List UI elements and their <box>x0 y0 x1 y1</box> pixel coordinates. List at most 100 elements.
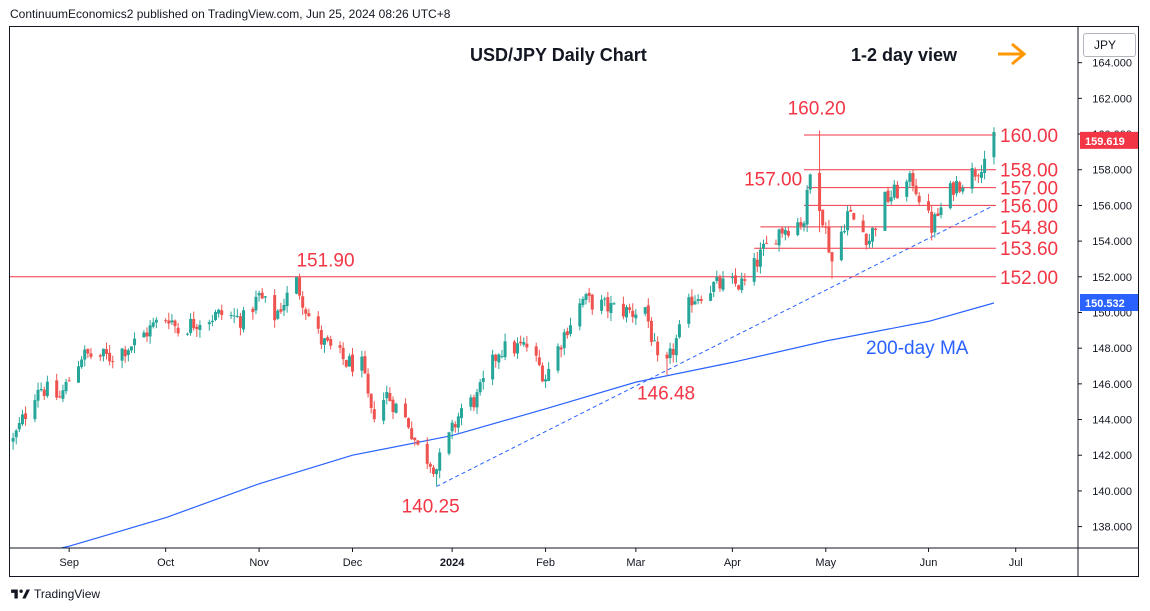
candle <box>777 228 781 252</box>
y-tick-label: 140.000 <box>1092 486 1132 498</box>
candle-body <box>562 332 566 349</box>
candle <box>540 362 544 383</box>
candle-body <box>89 353 93 357</box>
candle-body <box>802 223 806 227</box>
candle-body <box>743 279 747 281</box>
candle-body <box>151 322 155 327</box>
candle-body <box>329 339 333 346</box>
candle-body <box>824 226 828 228</box>
candle-body <box>936 213 940 217</box>
candle-body <box>883 191 887 231</box>
candle <box>33 394 37 423</box>
candle-body <box>39 389 43 391</box>
candle <box>369 393 373 414</box>
candle-body <box>185 333 189 335</box>
candle <box>503 333 507 361</box>
x-tick-label: Apr <box>724 557 741 569</box>
x-tick-label: 2024 <box>440 557 465 569</box>
candle-body <box>11 437 15 442</box>
candle-body <box>752 258 756 282</box>
candle <box>519 335 523 346</box>
candle <box>232 308 236 324</box>
candle-body <box>42 389 46 396</box>
candle-body <box>621 303 625 317</box>
candle-body <box>192 319 196 329</box>
candle <box>24 406 28 426</box>
candle-body <box>783 229 787 235</box>
candle <box>818 130 822 233</box>
candle <box>360 350 364 378</box>
candle-body <box>478 382 482 393</box>
candle-body <box>83 349 87 360</box>
candle-body <box>933 214 937 233</box>
candle <box>285 286 289 313</box>
candle-body <box>500 356 504 358</box>
candle <box>154 317 158 329</box>
candle <box>164 318 168 324</box>
candle-body <box>105 349 109 354</box>
candle <box>534 342 538 362</box>
candle <box>740 272 744 294</box>
candle <box>67 376 71 382</box>
y-tick-label: 154.000 <box>1092 236 1132 248</box>
x-tick-label: Jul <box>1009 557 1023 569</box>
candle <box>61 384 65 403</box>
axes-layer: 138.000 140.000 142.000 144.000 146.000 148.0… <box>10 27 1138 577</box>
candle <box>148 320 152 344</box>
candle-body <box>649 320 653 343</box>
candle <box>447 431 451 456</box>
candle <box>895 181 899 199</box>
currency-button[interactable]: JPY <box>1083 33 1136 57</box>
candle <box>955 175 959 197</box>
candle <box>478 379 482 396</box>
candle <box>98 353 102 361</box>
candle <box>634 309 638 325</box>
candle-body <box>939 207 943 215</box>
candle <box>762 239 766 256</box>
candle <box>587 287 591 303</box>
candle-body <box>164 320 168 322</box>
candle <box>948 180 952 210</box>
level-label: 153.60 <box>1000 239 1058 260</box>
candle <box>217 308 221 318</box>
candle <box>821 209 825 228</box>
candle <box>544 374 548 388</box>
candle <box>145 327 149 342</box>
candle-body <box>914 185 918 195</box>
candle <box>214 309 218 322</box>
candle-body <box>712 281 716 292</box>
candle-body <box>715 276 719 281</box>
candle <box>363 350 367 375</box>
candle-body <box>777 229 781 246</box>
candle-body <box>298 277 302 296</box>
candle-body <box>217 309 221 314</box>
candle <box>643 307 647 317</box>
candle-body <box>366 373 370 394</box>
candle-body <box>892 184 896 198</box>
candle <box>45 375 49 398</box>
candle-body <box>808 174 812 190</box>
candle-body <box>33 400 37 420</box>
candle-body <box>279 309 283 312</box>
footer[interactable]: TradingView <box>10 585 100 603</box>
candle <box>718 274 722 292</box>
candle-body <box>603 298 607 300</box>
ma-value-label: 150.532 <box>1085 298 1125 310</box>
candle-body <box>584 294 588 300</box>
candle <box>301 291 305 315</box>
candle-body <box>556 346 560 371</box>
x-tick-label: Sep <box>59 557 79 569</box>
candle <box>600 295 604 315</box>
candle <box>142 330 146 338</box>
support-trendline <box>436 204 995 487</box>
candle-body <box>780 228 784 234</box>
candle <box>939 202 943 219</box>
level-label: 154.80 <box>1000 218 1058 239</box>
candle-body <box>145 332 149 337</box>
candle <box>864 233 868 250</box>
candle-body <box>643 307 647 314</box>
candle <box>889 190 893 205</box>
candle-body <box>167 320 171 324</box>
candle <box>491 349 495 386</box>
